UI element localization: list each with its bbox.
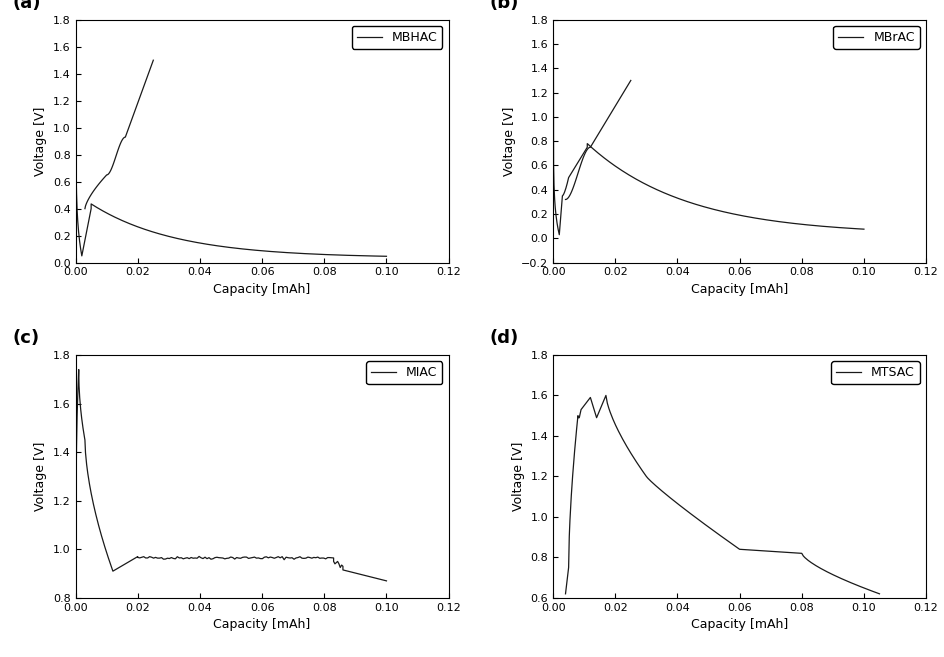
Legend: MIAC: MIAC <box>365 361 442 384</box>
X-axis label: Capacity [mAh]: Capacity [mAh] <box>690 618 787 631</box>
Y-axis label: Voltage [V]: Voltage [V] <box>502 106 515 176</box>
Text: (a): (a) <box>12 0 41 12</box>
X-axis label: Capacity [mAh]: Capacity [mAh] <box>213 283 311 296</box>
Legend: MTSAC: MTSAC <box>830 361 919 384</box>
X-axis label: Capacity [mAh]: Capacity [mAh] <box>690 283 787 296</box>
Text: (b): (b) <box>489 0 518 12</box>
Y-axis label: Voltage [V]: Voltage [V] <box>34 442 47 511</box>
Y-axis label: Voltage [V]: Voltage [V] <box>512 442 524 511</box>
Legend: MBrAC: MBrAC <box>833 26 919 49</box>
Text: (c): (c) <box>12 328 40 347</box>
Text: (d): (d) <box>489 328 518 347</box>
X-axis label: Capacity [mAh]: Capacity [mAh] <box>213 618 311 631</box>
Legend: MBHAC: MBHAC <box>351 26 442 49</box>
Y-axis label: Voltage [V]: Voltage [V] <box>34 106 47 176</box>
